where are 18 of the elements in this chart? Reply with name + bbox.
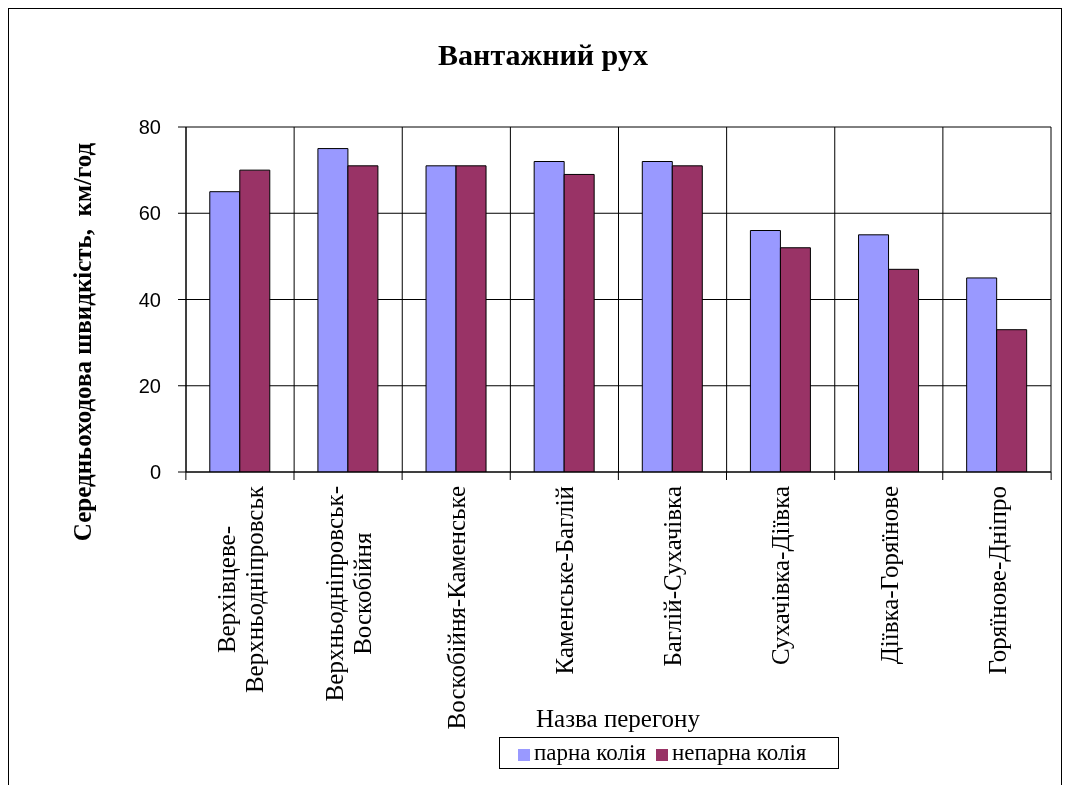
x-tick-label: Сухачівка-Діївка [767,486,795,665]
legend-label: непарна колія [671,740,807,765]
y-tick-label: 80 [138,116,161,139]
legend-label: парна колія [534,740,646,765]
chart-title: Вантажний рух [438,38,648,72]
x-tick-label: Воскобійня-Каменське [443,486,471,730]
x-tick-label: Верхівцеве-Верхньодніпровськ [212,485,268,694]
x-tick-label: Горяїнове-Дніпро [983,486,1011,675]
x-tick-label: Баглій-Сухачівка [659,486,687,667]
x-tick-label: Каменське-Баглій [551,486,579,675]
y-tick-label: 60 [138,202,161,225]
y-tick-label: 0 [149,461,161,484]
x-tick-label: Діївка-Горяїнове [875,486,903,665]
y-tick-label: 20 [138,374,161,397]
x-tick-label: Верхньодніпровськ-Воскобійня [320,486,376,702]
y-axis-title: Середньоходова швидкість, км/год [69,142,97,542]
x-axis-title: Назва перегону [536,705,700,733]
y-tick-label: 40 [138,288,161,311]
